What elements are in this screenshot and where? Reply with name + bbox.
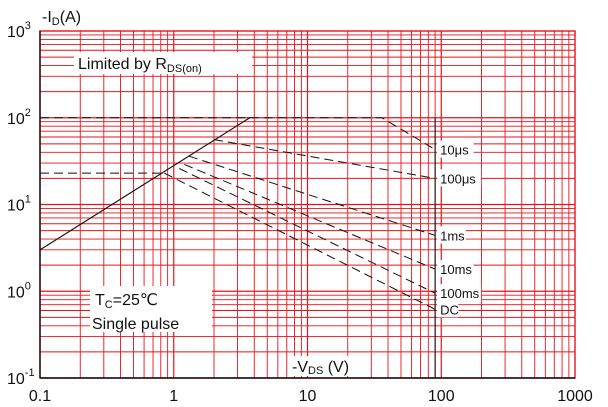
x-tick-label: 100 — [428, 388, 455, 405]
series-label-1ms: 1ms — [440, 228, 465, 243]
plot-frame — [39, 30, 576, 379]
tc-text: TC=25℃ — [95, 292, 158, 311]
series-label-100ms: 100ms — [440, 286, 480, 301]
x-tick-label: 1000 — [557, 388, 593, 405]
y-tick-labels: 10-1 100 101 102 103 — [7, 20, 35, 388]
series-DC-line — [164, 172, 436, 310]
rds-limit-annotation: Limited by RDS(on) — [74, 52, 252, 75]
grid — [40, 31, 575, 378]
y-tick-label: 100 — [7, 280, 31, 301]
series-10ms-line — [184, 163, 436, 270]
x-tick-label: 1 — [169, 388, 178, 405]
y-tick-label: 103 — [7, 20, 31, 41]
rds-limit-text: Limited by RDS(on) — [78, 56, 202, 75]
x-axis-label-box: -VDS (V) — [288, 356, 370, 377]
series-label-bg — [437, 284, 482, 302]
rds-limit-line — [39, 117, 251, 251]
series-label-bg — [437, 169, 482, 187]
y-axis-label: -ID(A) — [42, 9, 81, 28]
series-label-DC: DC — [440, 302, 459, 317]
series-1ms-line — [188, 155, 436, 236]
series-label-bg — [437, 300, 459, 318]
x-tick-label: 10 — [299, 388, 317, 405]
y-tick-label: 101 — [7, 194, 31, 215]
series-label-bg — [437, 226, 466, 244]
test-condition-annotation: TC=25℃ Single pulse — [90, 286, 212, 333]
series-100μs-line — [213, 139, 436, 179]
y-tick-label: 102 — [7, 107, 31, 128]
x-tick-labels: 0.1 1 10 100 1000 — [29, 388, 593, 405]
series-label-100μs: 100μs — [440, 171, 476, 186]
single-pulse-text: Single pulse — [92, 316, 179, 333]
x-axis-label: -VDS (V) — [292, 359, 349, 377]
series-label-bg — [437, 260, 474, 278]
series-10μs-line — [249, 117, 436, 150]
series-label-bg — [437, 140, 474, 158]
series-label-10ms: 10ms — [440, 262, 472, 277]
series-label-10μs: 10μs — [440, 143, 469, 158]
y-tick-label: 10-1 — [7, 367, 35, 388]
x-tick-label: 0.1 — [29, 388, 51, 405]
series-100ms-line — [179, 168, 436, 294]
